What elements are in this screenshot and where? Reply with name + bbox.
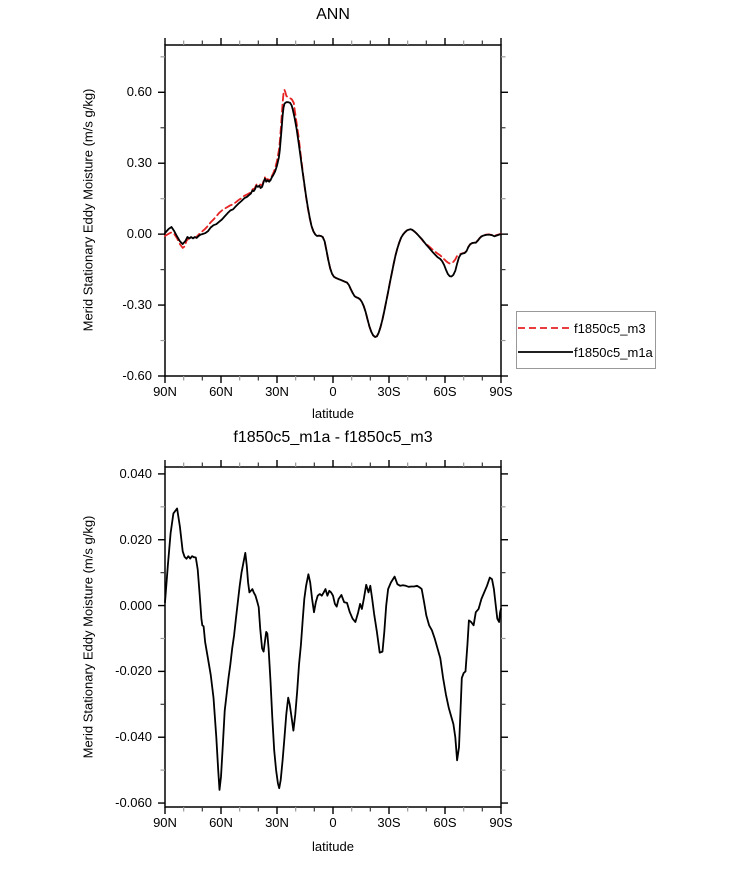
x-tick-label: 60S (433, 815, 457, 830)
y-tick-label: -0.060 (115, 795, 152, 811)
y-tick-label: 0.040 (119, 465, 152, 481)
legend-label-m3: f1850c5_m3 (574, 320, 646, 336)
legend: f1850c5_m3 f1850c5_m1a (516, 311, 656, 369)
bottom-chart-title: f1850c5_m1a - f1850c5_m3 (233, 429, 433, 446)
bottom-x-axis-label: latitude (312, 839, 354, 854)
bottom-y-axis-label: Merid Stationary Eddy Moisture (m/s g/kg… (80, 515, 96, 759)
x-tick-label: 30S (377, 815, 401, 830)
legend-entry-m3: f1850c5_m3 (517, 316, 655, 340)
y-tick-label: -0.60 (122, 368, 152, 383)
x-tick-label: 0 (329, 815, 337, 830)
x-tick-label: 90N (153, 815, 177, 830)
x-tick-label: 30S (377, 384, 401, 399)
x-tick-label: 30N (265, 815, 289, 830)
x-tick-label: 0 (329, 384, 337, 399)
legend-dashed-line-icon (518, 327, 573, 329)
y-tick-label: 0.00 (126, 226, 152, 242)
legend-entry-m1a: f1850c5_m1a (517, 340, 655, 364)
y-tick-label: -0.020 (115, 663, 152, 679)
y-tick-label: -0.30 (122, 297, 152, 313)
x-tick-label: 90S (489, 384, 513, 399)
x-tick-label: 60N (209, 384, 233, 399)
legend-solid-line-icon (518, 351, 573, 353)
x-tick-label: 60S (433, 384, 457, 399)
y-tick-label: -0.040 (115, 729, 152, 745)
top-x-axis-label: latitude (312, 406, 354, 421)
x-tick-label: 30N (265, 384, 289, 399)
y-tick-label: 0.60 (126, 84, 152, 100)
x-tick-label: 90N (153, 384, 177, 399)
y-tick-label: 0.020 (119, 531, 152, 547)
top-y-axis-label: Merid Stationary Eddy Moisture (m/s g/kg… (80, 88, 96, 332)
y-tick-label: 0.30 (126, 155, 152, 171)
y-tick-label: 0.000 (119, 597, 152, 613)
legend-label-m1a: f1850c5_m1a (574, 344, 653, 360)
x-tick-label: 90S (489, 815, 513, 830)
top-chart-title: ANN (316, 6, 350, 23)
x-tick-label: 60N (209, 815, 233, 830)
